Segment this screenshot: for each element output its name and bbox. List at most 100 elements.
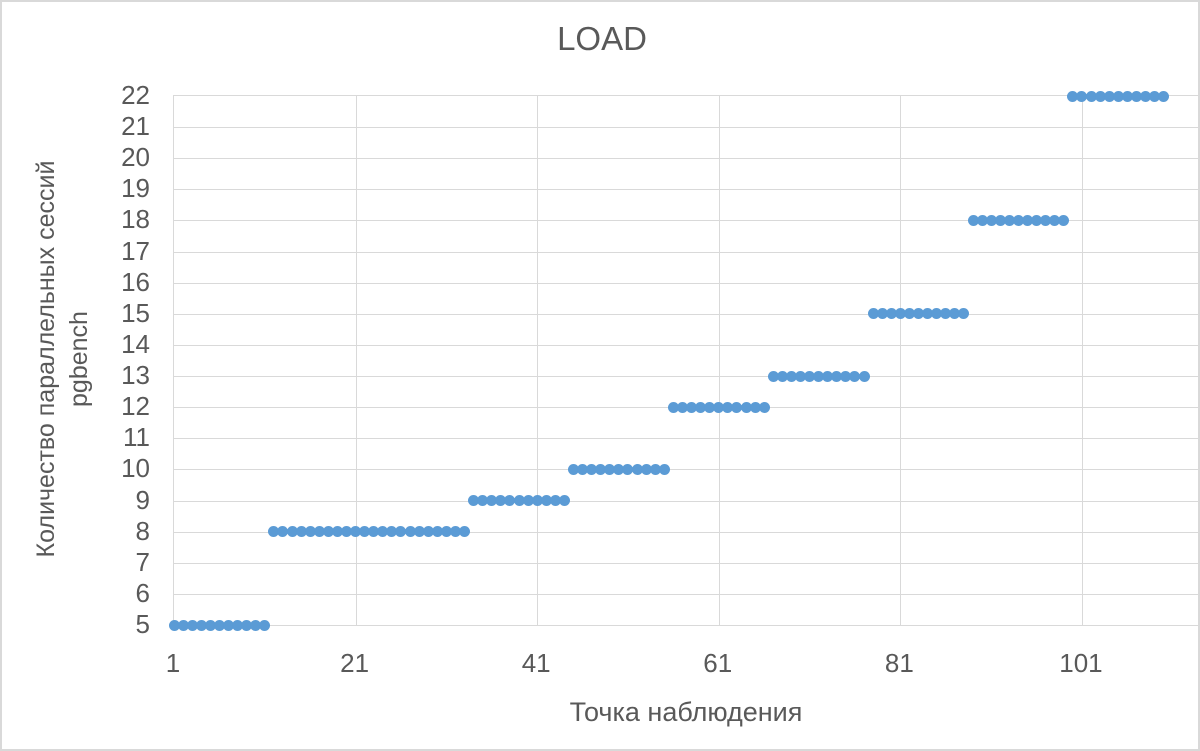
data-point	[259, 619, 271, 631]
horizontal-gridline	[174, 344, 1198, 346]
data-point	[331, 526, 343, 538]
data-point	[277, 526, 289, 538]
data-point	[822, 370, 834, 382]
data-point	[658, 463, 670, 475]
y-tick-label: 5	[135, 609, 150, 639]
data-point	[804, 370, 816, 382]
data-point	[604, 463, 616, 475]
plot-area	[168, 90, 1198, 631]
data-point	[313, 526, 325, 538]
data-point	[1058, 214, 1070, 226]
data-point	[1031, 214, 1043, 226]
data-point	[359, 526, 371, 538]
data-point	[676, 401, 688, 413]
data-point	[168, 619, 180, 631]
data-point	[776, 370, 788, 382]
data-point	[341, 526, 352, 538]
data-point	[913, 308, 925, 320]
data-point	[858, 370, 870, 382]
data-point	[1085, 90, 1097, 102]
data-point	[1003, 214, 1015, 226]
data-point	[177, 619, 189, 631]
data-point	[740, 401, 752, 413]
data-point	[1021, 214, 1033, 226]
data-point	[994, 214, 1006, 226]
data-point	[204, 619, 216, 631]
data-point	[1076, 90, 1088, 102]
data-point	[813, 370, 825, 382]
x-tick-label: 61	[703, 648, 733, 678]
data-point	[1149, 90, 1161, 102]
data-point	[449, 526, 461, 538]
y-tick-label: 9	[135, 484, 150, 515]
data-point	[695, 401, 707, 413]
y-tick-label: 11	[123, 422, 150, 453]
data-point	[640, 463, 652, 475]
data-point	[1103, 90, 1115, 102]
data-point	[368, 526, 380, 538]
y-tick-label: 22	[121, 80, 150, 110]
vertical-gridline	[355, 96, 357, 625]
horizontal-gridline	[174, 282, 1198, 284]
data-point	[295, 526, 307, 538]
horizontal-gridline	[174, 251, 1198, 253]
data-point	[504, 495, 516, 507]
data-point	[1094, 90, 1106, 102]
data-point	[304, 526, 316, 538]
data-point	[595, 463, 607, 475]
data-point	[222, 619, 234, 631]
data-point	[967, 214, 979, 226]
data-point	[767, 370, 779, 382]
y-tick-label: 19	[121, 173, 150, 204]
data-point	[922, 308, 934, 320]
horizontal-gridline	[174, 220, 1198, 222]
data-point	[195, 619, 207, 631]
data-point	[549, 495, 561, 507]
vertical-gridline	[718, 96, 720, 625]
data-point	[1130, 90, 1142, 102]
data-point	[876, 308, 888, 320]
x-tick-label: 1	[165, 648, 181, 678]
data-point	[422, 526, 434, 538]
y-tick-label: 15	[121, 297, 150, 328]
horizontal-gridline	[174, 189, 1198, 191]
y-tick-label: 13	[121, 360, 150, 391]
x-tick-label: 101	[1059, 648, 1103, 678]
horizontal-gridline	[174, 593, 1198, 595]
data-point	[840, 370, 852, 382]
data-point	[622, 463, 634, 475]
data-point	[1012, 214, 1024, 226]
y-tick-label: 16	[121, 266, 150, 297]
y-tick-label: 18	[121, 204, 150, 235]
data-point	[459, 526, 471, 538]
data-point	[885, 308, 897, 320]
data-point	[522, 495, 534, 507]
y-axis-title: Количество параллельных сессий pgbench	[30, 79, 96, 639]
horizontal-gridline	[174, 438, 1198, 440]
x-tick-label: 21	[340, 648, 370, 678]
x-tick-label: 41	[521, 648, 551, 678]
data-point	[1040, 214, 1052, 226]
data-point	[241, 619, 253, 631]
data-point	[431, 526, 443, 538]
data-point	[495, 495, 507, 507]
horizontal-gridline	[174, 376, 1198, 378]
y-tick-label: 7	[135, 546, 150, 577]
data-point	[513, 495, 525, 507]
data-point	[1049, 214, 1061, 226]
data-point	[250, 619, 262, 631]
data-point	[350, 526, 362, 538]
vertical-gridline	[1081, 96, 1083, 625]
data-point	[486, 495, 498, 507]
data-point	[1121, 90, 1133, 102]
x-tick-label: 81	[884, 648, 914, 678]
data-point	[849, 370, 861, 382]
y-tick-label: 10	[121, 453, 150, 484]
data-point	[731, 401, 743, 413]
y-tick-label: 20	[121, 142, 150, 173]
y-tick-label: 17	[121, 235, 150, 266]
horizontal-gridline	[174, 531, 1198, 533]
x-axis-title: Точка наблюдения	[569, 697, 803, 727]
horizontal-gridline	[174, 469, 1198, 471]
